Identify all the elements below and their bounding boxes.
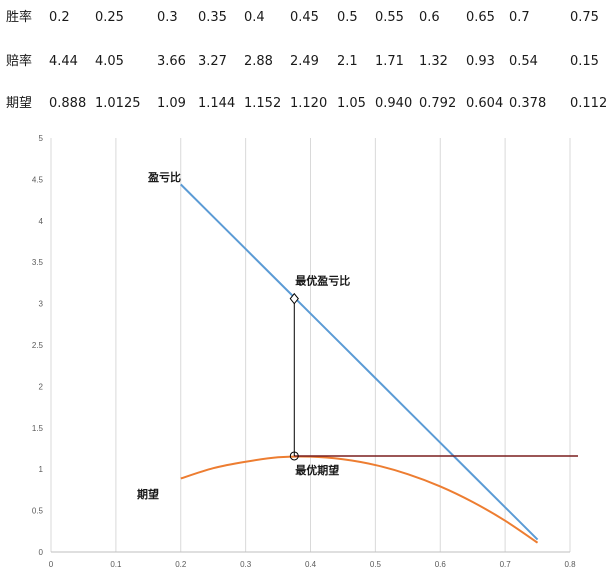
table-cell: 2.88 bbox=[244, 54, 273, 69]
x-tick-label: 0.6 bbox=[435, 560, 447, 569]
y-tick-label: 3 bbox=[39, 300, 44, 309]
row-label: 赔率 bbox=[6, 54, 33, 69]
expectation-chart: 0 0.1 0.2 0.3 0.4 0.5 0.6 0.7 0.8 0 0.5 1 1.5 2 2.5 3 3.… bbox=[32, 134, 578, 569]
table-cell: 0.15 bbox=[570, 54, 599, 69]
y-tick-label: 2 bbox=[39, 382, 44, 391]
table-cell: 3.27 bbox=[198, 54, 227, 69]
x-tick-label: 0 bbox=[49, 560, 54, 569]
table-cell: 0.6 bbox=[419, 10, 440, 25]
y-tick-label: 5 bbox=[39, 134, 44, 143]
optimal-expectation-marker bbox=[289, 451, 299, 461]
table-cell: 0.7 bbox=[509, 10, 530, 25]
table-cell: 0.2 bbox=[49, 10, 70, 25]
y-tick-label: 1 bbox=[39, 465, 44, 474]
table-cell: 0.5 bbox=[337, 10, 358, 25]
x-tick-label: 0.5 bbox=[370, 560, 382, 569]
table-cell: 0.940 bbox=[375, 96, 413, 111]
optimal-expectation-label: 最优期望 bbox=[295, 463, 339, 477]
table-cell: 1.152 bbox=[244, 96, 282, 111]
row-label: 期望 bbox=[6, 96, 33, 111]
table-cell: 1.120 bbox=[290, 96, 328, 111]
table-cell: 0.25 bbox=[95, 10, 124, 25]
series-line bbox=[180, 455, 539, 544]
y-tick-label: 4 bbox=[39, 217, 44, 226]
table-cell: 0.378 bbox=[509, 96, 547, 111]
y-tick-label: 0 bbox=[39, 548, 44, 557]
x-tick-label: 0.1 bbox=[110, 560, 122, 569]
series-line bbox=[180, 183, 539, 541]
y-tick-label: 2.5 bbox=[32, 341, 44, 350]
table-cell: 4.44 bbox=[49, 54, 78, 69]
optimal-ratio-label: 最优盈亏比 bbox=[295, 274, 350, 288]
table-cell: 0.112 bbox=[570, 96, 608, 111]
table-cell: 1.0125 bbox=[95, 96, 141, 111]
x-tick-label: 0.3 bbox=[240, 560, 252, 569]
table-cell: 4.05 bbox=[95, 54, 124, 69]
y-tick-label: 3.5 bbox=[32, 258, 44, 267]
row-label: 胜率 bbox=[6, 10, 33, 25]
table-cell: 1.32 bbox=[419, 54, 448, 69]
table-cell: 0.888 bbox=[49, 96, 87, 111]
x-tick-label: 0.4 bbox=[305, 560, 317, 569]
data-table: 胜率 0.2 0.25 0.3 0.35 0.4 0.45 0.5 0.55 0.6 0.65 0.7… bbox=[0, 0, 616, 125]
table-cell: 1.144 bbox=[198, 96, 236, 111]
table-cell: 0.93 bbox=[466, 54, 495, 69]
y-tick-label: 0.5 bbox=[32, 507, 44, 516]
table-cell: 0.3 bbox=[157, 10, 178, 25]
table-cell: 0.55 bbox=[375, 10, 404, 25]
table-cell: 1.05 bbox=[337, 96, 366, 111]
table-cell: 0.4 bbox=[244, 10, 265, 25]
table-cell: 0.792 bbox=[419, 96, 457, 111]
y-tick-label: 4.5 bbox=[32, 175, 44, 184]
table-cell: 2.49 bbox=[290, 54, 319, 69]
series-label-ratio: 盈亏比 bbox=[147, 170, 181, 184]
x-tick-label: 0.2 bbox=[175, 560, 187, 569]
x-tick-label: 0.7 bbox=[500, 560, 512, 569]
table-cell: 0.65 bbox=[466, 10, 495, 25]
table-cell: 0.45 bbox=[290, 10, 319, 25]
table-cell: 2.1 bbox=[337, 54, 358, 69]
x-tick-label: 0.8 bbox=[564, 560, 576, 569]
y-tick-label: 1.5 bbox=[32, 424, 44, 433]
table-cell: 0.54 bbox=[509, 54, 538, 69]
table-cell: 0.604 bbox=[466, 96, 504, 111]
series-label-expectation: 期望 bbox=[137, 487, 159, 501]
table-cell: 3.66 bbox=[157, 54, 186, 69]
optimal-ratio-marker bbox=[289, 292, 299, 305]
table-cell: 0.35 bbox=[198, 10, 227, 25]
table-cell: 1.71 bbox=[375, 54, 404, 69]
table-cell: 1.09 bbox=[157, 96, 186, 111]
table-cell: 0.75 bbox=[570, 10, 599, 25]
